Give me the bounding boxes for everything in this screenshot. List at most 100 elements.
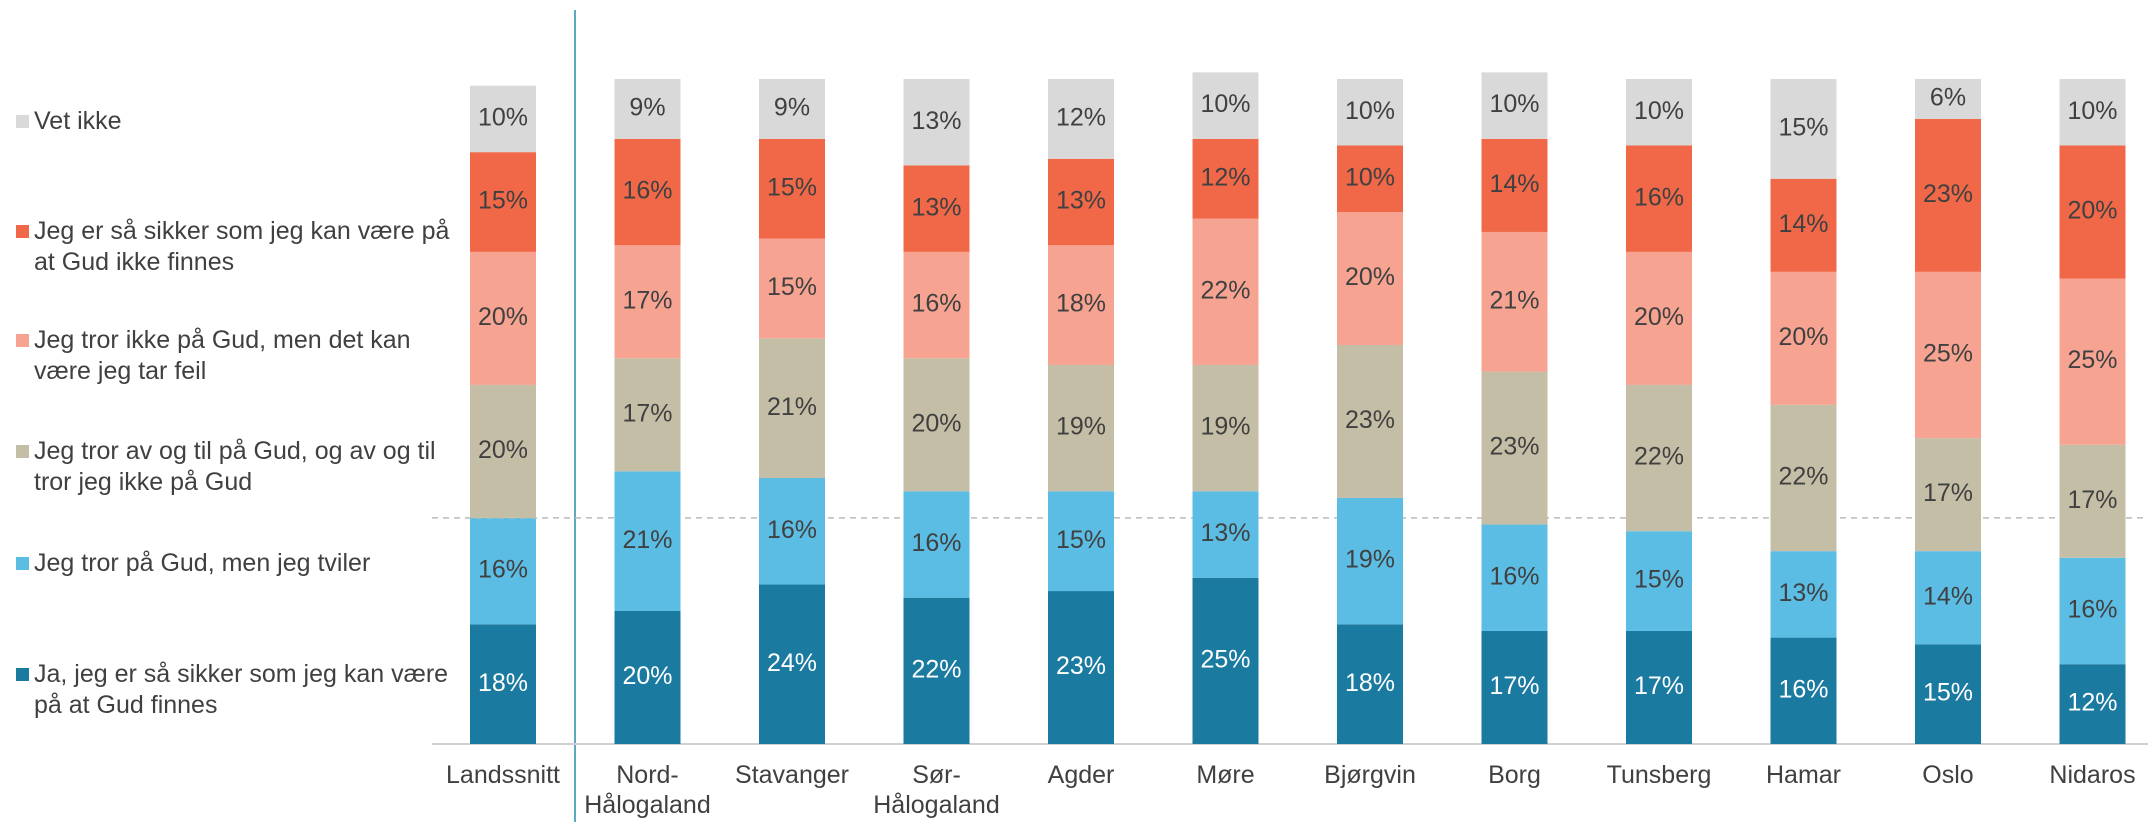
value-label: 10% bbox=[478, 104, 528, 132]
bar-segment bbox=[614, 138, 681, 246]
bar-segment bbox=[759, 138, 825, 239]
value-label: 13% bbox=[911, 193, 961, 221]
value-label: 18% bbox=[478, 669, 528, 697]
value-label: 18% bbox=[1345, 669, 1395, 697]
bar-segment bbox=[1192, 72, 1259, 139]
bar-segment bbox=[2059, 79, 2126, 146]
bar-segment bbox=[1048, 364, 1114, 492]
bar-segment bbox=[470, 624, 536, 744]
value-label: 6% bbox=[1930, 84, 1966, 112]
value-label: 16% bbox=[1778, 675, 1828, 703]
bar-segment bbox=[1337, 145, 1403, 212]
bar-segment bbox=[1770, 637, 1837, 744]
x-tick-label: Møre bbox=[1196, 761, 1255, 789]
value-label: 20% bbox=[2067, 197, 2117, 225]
value-label: 19% bbox=[1056, 413, 1106, 441]
value-label: 20% bbox=[1634, 303, 1684, 331]
value-label: 21% bbox=[767, 393, 817, 421]
value-label: 15% bbox=[1056, 526, 1106, 554]
x-tick-label: Tunsberg bbox=[1606, 761, 1712, 789]
bar-segment bbox=[1481, 72, 1548, 139]
bar-segment bbox=[759, 478, 825, 585]
x-tick-label: Agder bbox=[1047, 761, 1115, 789]
legend-label: Jeg er så sikker som jeg kan være på at … bbox=[34, 217, 450, 276]
legend-swatch bbox=[16, 445, 29, 458]
bar-segment bbox=[614, 358, 681, 472]
value-label: 22% bbox=[911, 655, 961, 683]
legend-label: Jeg tror av og til på Gud, og av og til … bbox=[34, 437, 436, 496]
value-label: 9% bbox=[629, 94, 665, 122]
bar-segment bbox=[1481, 138, 1548, 232]
bar-segment bbox=[1626, 384, 1692, 532]
bar-segment bbox=[1481, 371, 1548, 525]
bar-segment bbox=[1481, 231, 1548, 372]
bar-segment bbox=[2059, 664, 2126, 744]
bar-segment bbox=[1626, 79, 1692, 146]
value-label: 10% bbox=[2067, 97, 2117, 125]
value-label: 25% bbox=[2067, 346, 2117, 374]
value-label: 12% bbox=[2067, 689, 2117, 717]
bar-segment bbox=[1048, 158, 1114, 246]
bar-segment bbox=[1481, 630, 1548, 744]
value-label: 13% bbox=[911, 107, 961, 135]
value-label: 12% bbox=[1200, 163, 1250, 191]
bar-segment bbox=[1915, 118, 1981, 272]
bar-segment bbox=[903, 165, 970, 252]
value-label: 16% bbox=[767, 516, 817, 544]
value-label: 14% bbox=[1489, 170, 1539, 198]
value-label: 16% bbox=[1489, 562, 1539, 590]
x-tick-label: Borg bbox=[1488, 761, 1541, 789]
bar-segment bbox=[903, 79, 970, 166]
value-label: 20% bbox=[622, 662, 672, 690]
bar-segment bbox=[470, 384, 536, 518]
bar-segment bbox=[2059, 557, 2126, 665]
value-label: 16% bbox=[2067, 596, 2117, 624]
bar-segment bbox=[1192, 218, 1259, 365]
value-label: 20% bbox=[1778, 323, 1828, 351]
bar-segment bbox=[1626, 251, 1692, 385]
bar-segment bbox=[470, 152, 536, 252]
value-label: 20% bbox=[911, 409, 961, 437]
value-label: 10% bbox=[1345, 163, 1395, 191]
value-label: 14% bbox=[1923, 582, 1973, 610]
value-label: 15% bbox=[1634, 566, 1684, 594]
bar-segment bbox=[1770, 178, 1837, 272]
value-label: 16% bbox=[622, 177, 672, 205]
bar-segment bbox=[1192, 138, 1259, 219]
value-label: 23% bbox=[1056, 652, 1106, 680]
value-label: 13% bbox=[1778, 579, 1828, 607]
bar-segment bbox=[903, 597, 970, 744]
bar-segment bbox=[903, 251, 970, 359]
value-label: 10% bbox=[1200, 90, 1250, 118]
value-label: 10% bbox=[1345, 97, 1395, 125]
value-label: 25% bbox=[1923, 340, 1973, 368]
value-label: 23% bbox=[1489, 433, 1539, 461]
bar-segment bbox=[1915, 438, 1981, 552]
value-label: 10% bbox=[1489, 90, 1539, 118]
bar-segment bbox=[2059, 278, 2126, 445]
value-label: 25% bbox=[1200, 645, 1250, 673]
value-label: 16% bbox=[1634, 183, 1684, 211]
bar-segment bbox=[614, 245, 681, 359]
value-label: 17% bbox=[622, 286, 672, 314]
value-label: 15% bbox=[767, 173, 817, 201]
bar-segment bbox=[1770, 271, 1837, 405]
x-tick-label: Nord-Hålogaland bbox=[584, 761, 711, 819]
bar-segment bbox=[1770, 551, 1837, 638]
value-label: 9% bbox=[774, 94, 810, 122]
value-label: 13% bbox=[1200, 519, 1250, 547]
bar-segment bbox=[1770, 79, 1837, 179]
x-tick-label: Sør-Hålogaland bbox=[873, 761, 1000, 819]
value-label: 21% bbox=[1489, 286, 1539, 314]
bar-segment bbox=[1048, 591, 1114, 744]
value-label: 20% bbox=[478, 436, 528, 464]
value-label: 22% bbox=[1778, 463, 1828, 491]
bar-segment bbox=[614, 471, 681, 611]
value-label: 17% bbox=[1634, 672, 1684, 700]
value-label: 19% bbox=[1200, 413, 1250, 441]
value-label: 23% bbox=[1923, 180, 1973, 208]
bar-segment bbox=[1337, 79, 1403, 146]
legend-swatch bbox=[16, 334, 29, 347]
